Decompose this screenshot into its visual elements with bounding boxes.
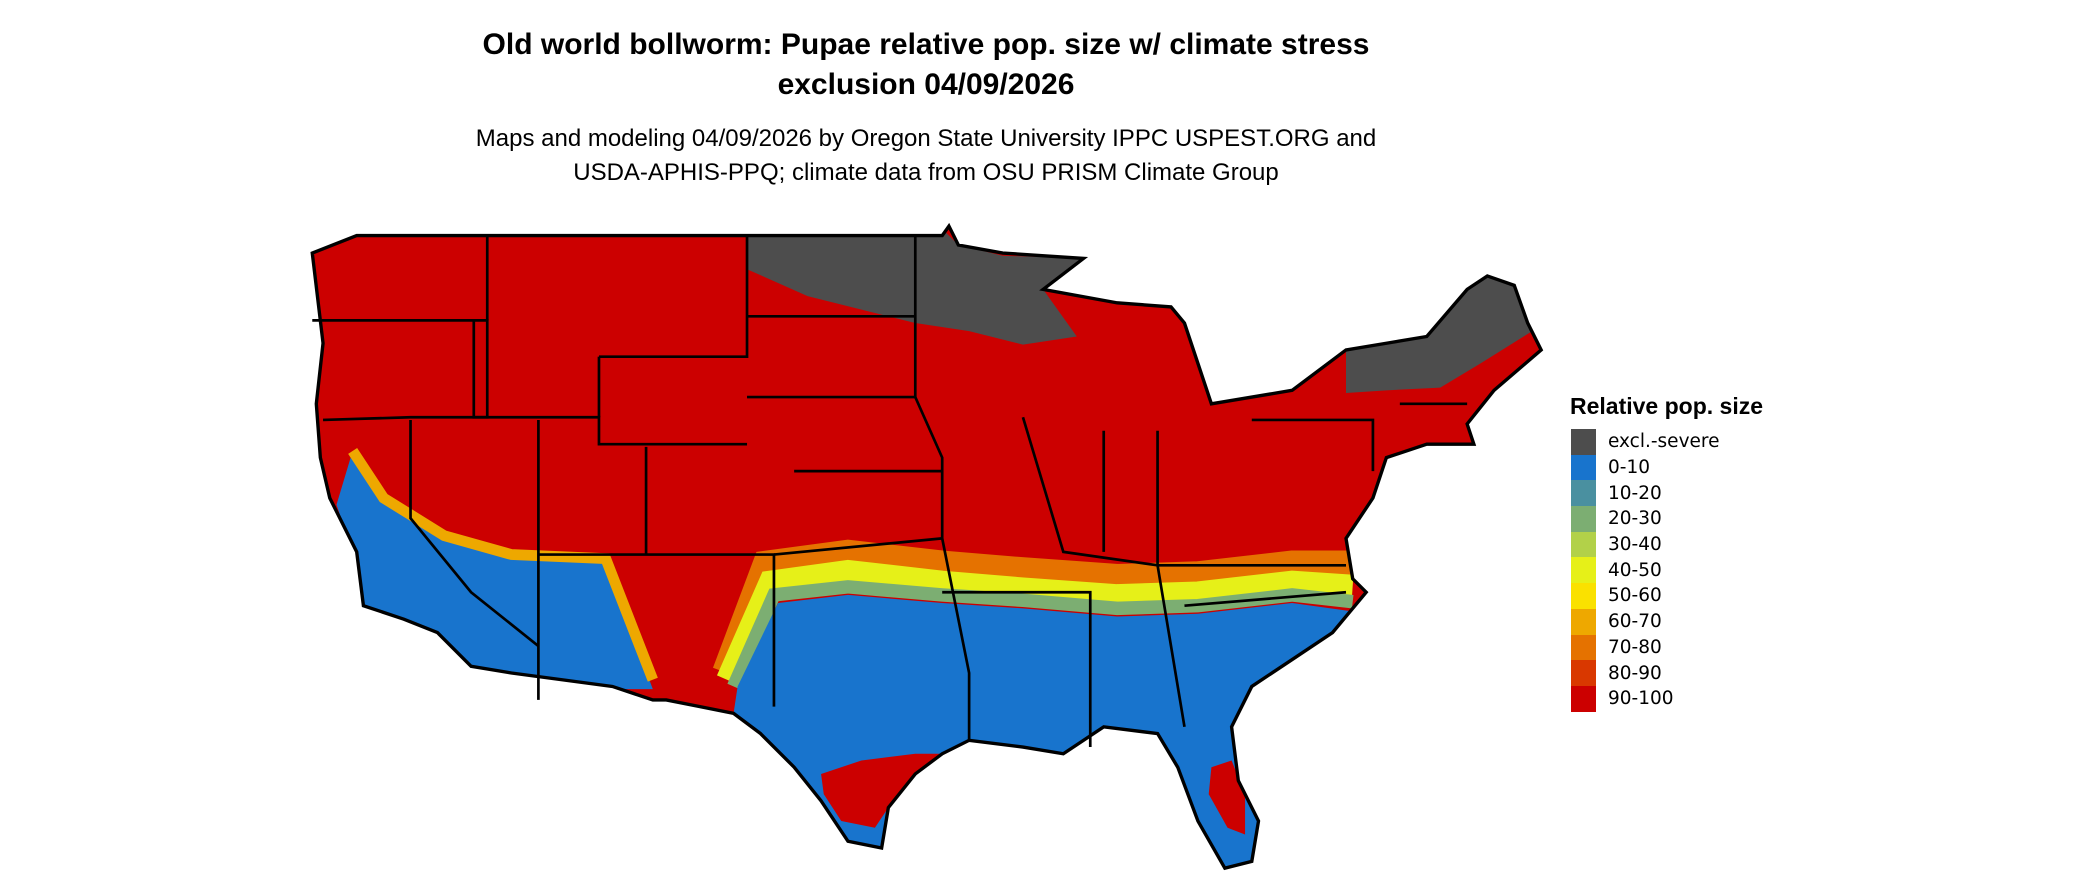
map-subtitle-line2: USDA-APHIS-PPQ; climate data from OSU PR…	[573, 159, 1279, 186]
legend-swatch	[1571, 557, 1596, 584]
legend-label: 10-20	[1608, 482, 1662, 504]
legend-item: 20-30	[1571, 506, 1763, 532]
band-yellow	[716, 559, 1354, 685]
region-low-south	[733, 594, 1360, 869]
legend-swatch	[1571, 660, 1596, 686]
us-border	[310, 222, 1544, 871]
legend-label: 90-100	[1608, 688, 1674, 710]
legend-label: 50-60	[1608, 585, 1662, 607]
legend-item: 0-10	[1571, 454, 1763, 481]
legend-title: Relative pop. size	[1570, 393, 1764, 419]
legend-label: excl.-severe	[1608, 431, 1720, 453]
legend-item: 90-100	[1571, 685, 1763, 712]
legend-label: 70-80	[1608, 636, 1662, 658]
legend-item: 70-80	[1571, 634, 1763, 661]
region-low-southwest	[336, 450, 653, 690]
legend-item: 50-60	[1571, 583, 1763, 609]
band-orange	[712, 539, 1353, 679]
legend-swatch	[1571, 531, 1596, 558]
legend-swatch	[1571, 634, 1596, 661]
legend-label: 80-90	[1608, 662, 1662, 684]
legend-label: 0-10	[1608, 457, 1650, 479]
legend-swatch	[1571, 429, 1596, 455]
legend-swatch	[1571, 685, 1596, 712]
legend-label: 40-50	[1608, 559, 1662, 581]
legend-swatch	[1571, 454, 1596, 481]
map-title-line1: Old world bollworm: Pupae relative pop. …	[482, 28, 1370, 61]
legend-item: 30-40	[1571, 531, 1763, 558]
map-subtitle-line1: Maps and modeling 04/09/2026 by Oregon S…	[475, 125, 1377, 152]
legend-label: 30-40	[1608, 534, 1662, 556]
region-excluded-new-england	[1346, 269, 1535, 394]
state-borders	[312, 235, 1468, 748]
legend-swatch	[1571, 608, 1596, 635]
legend-item: 10-20	[1571, 480, 1763, 507]
legend-swatch	[1571, 583, 1596, 609]
legend-swatch	[1571, 506, 1596, 532]
region-high-south-texas	[821, 753, 943, 828]
band-southwest-edge	[348, 447, 658, 682]
legend-swatch	[1571, 480, 1596, 507]
legend-item: 40-50	[1571, 557, 1763, 584]
legend-label: 20-30	[1608, 508, 1662, 530]
map-title-line2: exclusion 04/09/2026	[777, 68, 1075, 101]
legend-item: 80-90	[1571, 660, 1763, 686]
legend-item: excl.-severe	[1571, 429, 1763, 455]
legend: Relative pop. size excl.-severe 0-10 10-20…	[1570, 393, 1764, 712]
legend-item: 60-70	[1571, 608, 1763, 635]
region-high-florida	[1208, 760, 1246, 835]
legend-label: 60-70	[1608, 611, 1662, 633]
